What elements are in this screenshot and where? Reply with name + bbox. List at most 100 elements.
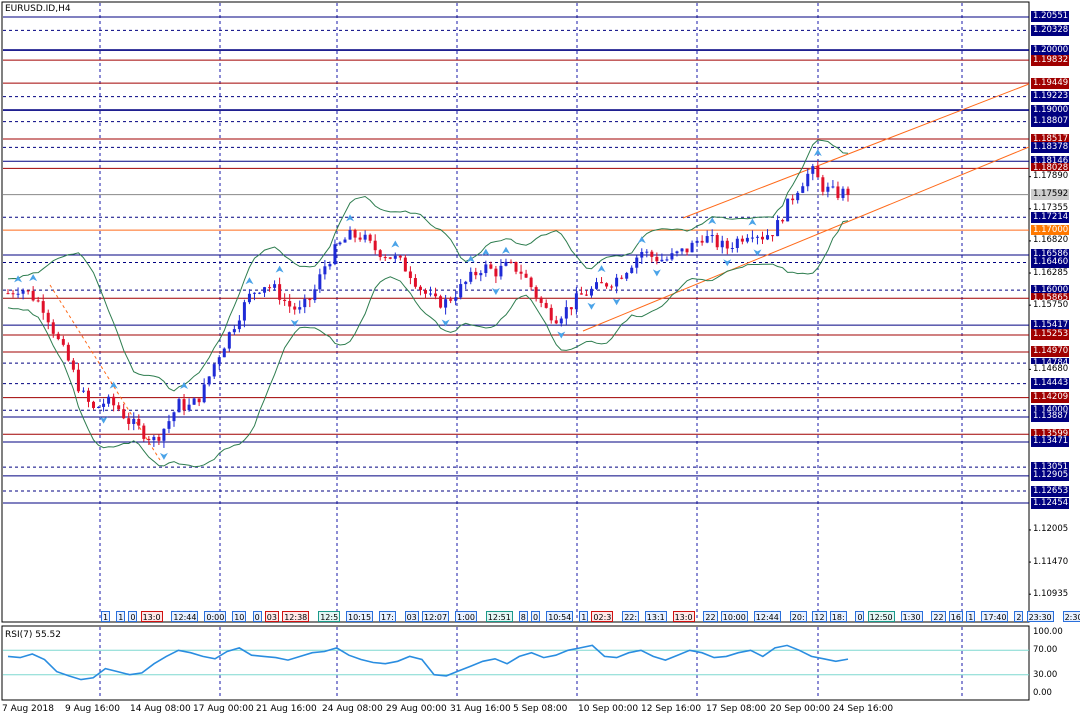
event-tag[interactable]: 12:44 (171, 611, 199, 622)
time-axis-label: 14 Aug 08:00 (130, 704, 191, 714)
candle-body (760, 236, 764, 240)
event-tag[interactable]: 2 (1014, 611, 1024, 622)
candle-body (157, 436, 161, 441)
fractal-down-arrow (290, 319, 299, 327)
event-tag[interactable]: 2:30 (1062, 611, 1080, 622)
event-tag[interactable]: 0 (128, 611, 138, 622)
event-tag[interactable]: 12:51 (485, 611, 513, 622)
event-tag[interactable]: 0 (855, 611, 865, 622)
event-tag[interactable]: 10 (232, 611, 247, 622)
price-level-label: 1.14680 (1031, 363, 1069, 375)
candle-body (71, 360, 75, 370)
event-tag[interactable]: 03 (264, 611, 279, 622)
event-tag[interactable]: 13:1 (644, 611, 667, 622)
candle-body (152, 436, 156, 441)
candle-body (469, 271, 473, 282)
candle-body (107, 396, 111, 404)
candle-body (836, 186, 840, 198)
event-tag[interactable]: 22 (931, 611, 946, 622)
event-tag[interactable]: 12 (812, 611, 827, 622)
fractal-up-arrow (708, 217, 717, 225)
candle-body (76, 369, 80, 392)
candle-body (625, 272, 629, 279)
event-tag[interactable]: 23:30 (1026, 611, 1054, 622)
channel-upper (682, 83, 1030, 219)
event-tag[interactable]: 16 (948, 611, 963, 622)
event-tag[interactable]: 1 (579, 611, 589, 622)
candle-body (846, 188, 850, 195)
event-tag[interactable]: 0:00 (204, 611, 227, 622)
event-tag[interactable]: 12:44 (753, 611, 781, 622)
candle-body (786, 198, 790, 222)
event-tag[interactable]: 13:0 (140, 611, 163, 622)
candle-body (232, 329, 236, 333)
candle-body (569, 307, 573, 310)
fractal-down-arrow (441, 319, 450, 327)
bollinger-lower (7, 220, 849, 468)
candle-body (499, 265, 503, 277)
event-tag[interactable]: 22: (622, 611, 640, 622)
event-tag[interactable]: 1:30 (900, 611, 923, 622)
candle-body (589, 288, 593, 296)
event-tag[interactable]: 0 (252, 611, 262, 622)
event-tag[interactable]: 20: (789, 611, 807, 622)
event-tag[interactable]: 12:50 (867, 611, 895, 622)
candle-body (549, 307, 553, 321)
event-tag[interactable]: 1 (966, 611, 976, 622)
fractal-arrows (14, 149, 822, 460)
price-level-label: 1.19223 (1031, 91, 1069, 103)
event-tag[interactable]: 10:54 (546, 611, 574, 622)
event-tag[interactable]: 02:3 (591, 611, 614, 622)
fractal-up-arrow (29, 274, 38, 282)
event-tag[interactable]: 22 (703, 611, 718, 622)
candle-body (358, 237, 362, 240)
rsi-line (7, 644, 849, 681)
rsi-pane-frame (1, 625, 1030, 701)
price-level-label: 1.17000 (1031, 224, 1069, 236)
time-axis-label: 17 Aug 00:00 (193, 704, 254, 714)
price-level-label: 1.11470 (1031, 556, 1069, 568)
event-tag[interactable]: 8 (518, 611, 528, 622)
time-axis-label: 10 Sep 00:00 (578, 704, 639, 714)
event-tag[interactable]: 12:5 (318, 611, 341, 622)
time-axis-label: 5 Sep 08:00 (513, 704, 568, 714)
candle-body (720, 240, 724, 248)
time-axis-label: 20 Sep 00:00 (770, 704, 831, 714)
price-level-label: 1.13471 (1031, 436, 1069, 448)
event-tag[interactable]: 0 (531, 611, 541, 622)
time-axis-label: 29 Aug 00:00 (386, 704, 447, 714)
price-level-label: 1.20328 (1031, 24, 1069, 36)
fractal-down-arrow (723, 259, 732, 267)
price-level-label: 1.13051 (1031, 461, 1069, 473)
candle-body (745, 237, 749, 242)
candle-body (61, 339, 65, 345)
candle-body (147, 438, 151, 441)
event-tag[interactable]: 13:0 (672, 611, 695, 622)
event-tag[interactable]: 10:00 (720, 611, 748, 622)
candle-body (730, 247, 734, 249)
event-tag[interactable]: 1:00 (455, 611, 477, 622)
event-tag[interactable]: 17:40 (981, 611, 1009, 622)
event-tag[interactable]: 12:38 (282, 611, 310, 622)
candle-body (398, 255, 402, 258)
candle-body (544, 302, 548, 308)
event-tag[interactable]: 17: (379, 611, 396, 622)
fractal-up-arrow (813, 149, 822, 157)
candle-body (464, 281, 468, 285)
event-tag[interactable]: 10:15 (346, 611, 374, 622)
price-level-label: 1.10935 (1031, 588, 1069, 600)
candle-body (574, 293, 578, 310)
candle-body (584, 294, 588, 296)
candle-body (21, 290, 25, 294)
event-tag[interactable]: 18: (829, 611, 847, 622)
event-tag[interactable]: 1 (101, 611, 111, 622)
event-tag[interactable]: 03 (404, 611, 419, 622)
candle-body (685, 248, 689, 253)
candle-body (202, 384, 206, 403)
candle-body (97, 406, 101, 408)
event-tag[interactable]: 1 (116, 611, 126, 622)
bollinger-upper (7, 139, 849, 392)
channel-lower (582, 146, 1030, 332)
event-tag[interactable]: 12:07 (422, 611, 450, 622)
